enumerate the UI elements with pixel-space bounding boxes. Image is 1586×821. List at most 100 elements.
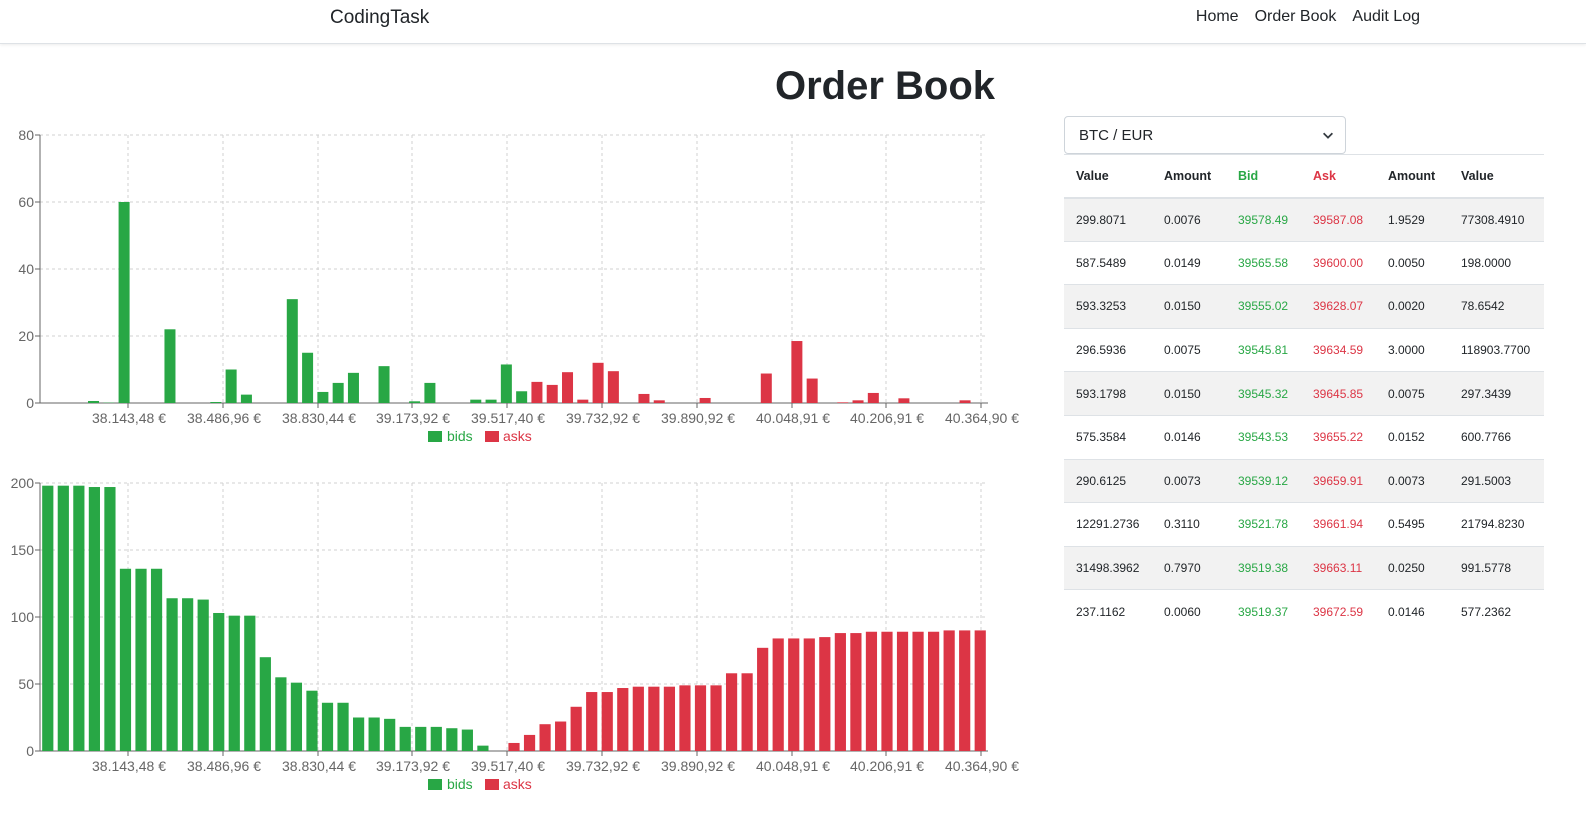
ask-bar[interactable] xyxy=(788,638,800,751)
bid-bar[interactable] xyxy=(210,402,222,403)
ask-bar[interactable] xyxy=(725,673,738,751)
ask-bar[interactable] xyxy=(577,399,589,403)
ask-bar[interactable] xyxy=(760,373,772,403)
bid-bar[interactable] xyxy=(259,657,271,751)
bid-bar[interactable] xyxy=(118,202,130,403)
ask-bar[interactable] xyxy=(562,372,574,403)
bid-bar[interactable] xyxy=(337,702,349,751)
bid-bar[interactable] xyxy=(470,399,482,403)
ask-bar[interactable] xyxy=(834,633,846,751)
bid-bar[interactable] xyxy=(42,485,54,751)
legend-bids-label[interactable]: bids xyxy=(447,428,473,444)
ask-bar[interactable] xyxy=(638,393,650,403)
ask-bar[interactable] xyxy=(806,378,818,403)
ask-bar[interactable] xyxy=(653,400,665,403)
bid-bar[interactable] xyxy=(119,568,132,751)
bid-bar[interactable] xyxy=(164,329,176,403)
legend-asks-label[interactable]: asks xyxy=(503,776,532,792)
ask-bar[interactable] xyxy=(867,392,879,403)
ask-bar[interactable] xyxy=(757,647,769,751)
bid-bar[interactable] xyxy=(104,487,116,751)
ask-bar[interactable] xyxy=(699,397,711,403)
ask-bar[interactable] xyxy=(741,673,753,751)
bid-bar[interactable] xyxy=(409,401,421,403)
ask-bar[interactable] xyxy=(546,384,558,403)
bid-bar[interactable] xyxy=(500,364,512,403)
ask-bar[interactable] xyxy=(912,631,924,751)
ask-bar[interactable] xyxy=(943,630,955,751)
bid-bar[interactable] xyxy=(378,366,390,403)
bid-bar[interactable] xyxy=(290,682,303,751)
ask-bar[interactable] xyxy=(819,637,831,751)
bid-bar[interactable] xyxy=(332,382,344,403)
ask-bar[interactable] xyxy=(850,633,862,751)
ask-bar[interactable] xyxy=(710,685,722,751)
bid-bar[interactable] xyxy=(321,702,334,751)
bid-bar[interactable] xyxy=(368,717,380,752)
ask-bar[interactable] xyxy=(607,371,619,403)
bid-bar[interactable] xyxy=(228,615,240,751)
ask-bar[interactable] xyxy=(803,638,815,751)
ask-bar[interactable] xyxy=(679,685,691,751)
bid-bar[interactable] xyxy=(461,729,473,751)
bid-bar[interactable] xyxy=(182,598,194,751)
bid-bar[interactable] xyxy=(73,485,85,751)
ask-bar[interactable] xyxy=(791,341,803,403)
ask-bar[interactable] xyxy=(531,381,543,403)
bid-bar[interactable] xyxy=(353,717,365,752)
ask-bar[interactable] xyxy=(974,630,986,751)
ask-bar[interactable] xyxy=(570,706,582,751)
bid-bar[interactable] xyxy=(424,382,436,403)
ask-bar[interactable] xyxy=(508,742,520,751)
bid-bar[interactable] xyxy=(225,369,237,404)
bid-bar[interactable] xyxy=(399,726,411,751)
bid-bar[interactable] xyxy=(302,352,314,403)
bid-bar[interactable] xyxy=(306,690,318,751)
ask-bar[interactable] xyxy=(663,686,676,751)
ask-bar[interactable] xyxy=(928,631,940,751)
ask-bar[interactable] xyxy=(555,721,567,751)
ask-bar[interactable] xyxy=(772,638,784,751)
ask-bar[interactable] xyxy=(617,688,629,751)
ask-bar[interactable] xyxy=(896,631,909,751)
ask-bar[interactable] xyxy=(523,734,536,751)
ask-bar[interactable] xyxy=(539,724,551,751)
bid-bar[interactable] xyxy=(88,487,100,751)
bid-bar[interactable] xyxy=(286,299,298,403)
bid-bar[interactable] xyxy=(384,718,396,751)
nav-home-link[interactable]: Home xyxy=(1195,8,1239,25)
bid-bar[interactable] xyxy=(244,615,256,751)
brand-link[interactable]: CodingTask xyxy=(330,7,430,28)
ask-bar[interactable] xyxy=(632,686,644,751)
ask-bar[interactable] xyxy=(881,631,893,751)
bid-bar[interactable] xyxy=(135,568,147,751)
ask-bar[interactable] xyxy=(852,400,864,403)
bid-bar[interactable] xyxy=(240,394,252,404)
bid-bar[interactable] xyxy=(317,391,329,403)
bid-bar[interactable] xyxy=(477,745,489,751)
ask-bar[interactable] xyxy=(959,630,971,751)
bid-bar[interactable] xyxy=(430,726,442,751)
bid-bar[interactable] xyxy=(415,726,427,751)
bid-bar[interactable] xyxy=(88,400,100,403)
ask-bar[interactable] xyxy=(865,631,878,751)
ask-bar[interactable] xyxy=(837,402,849,403)
ask-bar[interactable] xyxy=(694,685,707,751)
ask-bar[interactable] xyxy=(648,686,660,751)
currency-pair-select[interactable]: BTC / EUR xyxy=(1064,116,1346,154)
nav-order-book-link[interactable]: Order Book xyxy=(1254,8,1337,25)
bid-bar[interactable] xyxy=(446,728,458,751)
legend-bids-label[interactable]: bids xyxy=(447,776,473,792)
bid-bar[interactable] xyxy=(275,677,287,751)
ask-bar[interactable] xyxy=(601,692,613,751)
ask-bar[interactable] xyxy=(898,398,910,403)
bid-bar[interactable] xyxy=(485,399,497,403)
ask-bar[interactable] xyxy=(592,362,604,403)
bid-bar[interactable] xyxy=(213,612,225,751)
ask-bar[interactable] xyxy=(959,400,971,403)
legend-asks-label[interactable]: asks xyxy=(503,428,532,444)
bid-bar[interactable] xyxy=(166,598,178,751)
bid-bar[interactable] xyxy=(57,485,69,751)
bid-bar[interactable] xyxy=(516,391,528,403)
bid-bar[interactable] xyxy=(347,372,359,403)
